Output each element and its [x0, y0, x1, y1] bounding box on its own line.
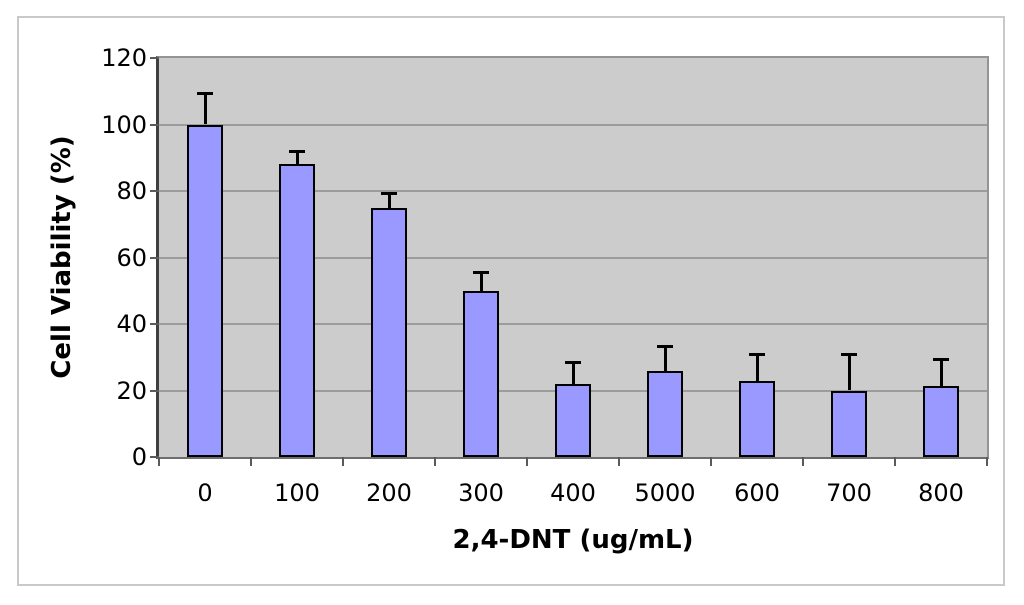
- bar: [923, 385, 959, 457]
- y-tick-label: 120: [101, 44, 147, 72]
- bar: [371, 207, 407, 457]
- x-tick-label: 0: [197, 479, 213, 507]
- x-axis-title: 2,4-DNT (ug/mL): [452, 525, 694, 555]
- x-tick-label: 100: [274, 479, 320, 507]
- gridline: [159, 256, 987, 259]
- y-tick-label: 80: [116, 177, 147, 205]
- error-bar-cap: [749, 352, 765, 356]
- gridline: [159, 323, 987, 325]
- y-axis-title: Cell Viability (%): [47, 135, 77, 379]
- error-bar-cap: [473, 271, 489, 275]
- error-bar-cap: [197, 91, 213, 95]
- y-tick-label: 60: [116, 243, 147, 272]
- x-tick-label: 600: [734, 479, 780, 507]
- error-bar-cap: [841, 352, 857, 356]
- error-bar-line: [847, 353, 851, 391]
- error-bar-line: [479, 272, 483, 291]
- x-tick-mark: [250, 457, 252, 466]
- error-bar-line: [203, 92, 207, 125]
- y-tick-mark: [150, 256, 159, 259]
- y-tick-mark: [150, 57, 159, 59]
- x-tick-mark: [618, 457, 620, 466]
- y-tick-label: 0: [131, 443, 147, 471]
- x-tick-mark: [802, 457, 804, 466]
- bar: [647, 370, 683, 457]
- x-tick-label: 700: [826, 479, 872, 507]
- error-bar-cap: [289, 150, 305, 154]
- x-tick-mark: [434, 457, 436, 466]
- plot-area: [156, 56, 989, 459]
- error-bar-cap: [381, 191, 397, 195]
- x-tick-mark: [986, 457, 988, 466]
- y-tick-mark: [150, 456, 159, 458]
- bar: [831, 390, 867, 457]
- bar: [739, 380, 775, 457]
- error-bar-cap: [933, 357, 949, 361]
- bar: [463, 290, 499, 457]
- error-bar-line: [755, 353, 759, 381]
- bar: [555, 383, 591, 457]
- error-bar-line: [939, 358, 943, 386]
- y-tick-label: 20: [116, 376, 147, 405]
- error-bar-line: [387, 192, 391, 208]
- y-tick-mark: [150, 190, 159, 192]
- x-tick-label: 200: [366, 479, 412, 507]
- y-tick-mark: [150, 123, 159, 126]
- bar: [279, 164, 315, 457]
- x-tick-mark: [710, 457, 712, 466]
- x-tick-label: 800: [918, 479, 964, 507]
- x-tick-label: 5000: [634, 479, 696, 507]
- error-bar-line: [295, 151, 299, 165]
- bar: [187, 124, 223, 457]
- error-bar-line: [571, 362, 575, 384]
- x-tick-mark: [342, 457, 344, 466]
- gridline: [159, 190, 987, 192]
- error-bar-cap: [657, 344, 673, 348]
- error-bar-line: [663, 345, 667, 371]
- gridline: [159, 123, 987, 126]
- x-tick-mark: [158, 457, 160, 466]
- y-tick-mark: [150, 323, 159, 325]
- y-tick-label: 100: [101, 110, 147, 139]
- error-bar-cap: [565, 361, 581, 365]
- x-tick-mark: [526, 457, 528, 466]
- x-tick-label: 300: [458, 479, 504, 507]
- y-tick-label: 40: [116, 310, 147, 338]
- y-tick-mark: [150, 389, 159, 392]
- x-tick-label: 400: [550, 479, 596, 507]
- x-tick-mark: [894, 457, 896, 466]
